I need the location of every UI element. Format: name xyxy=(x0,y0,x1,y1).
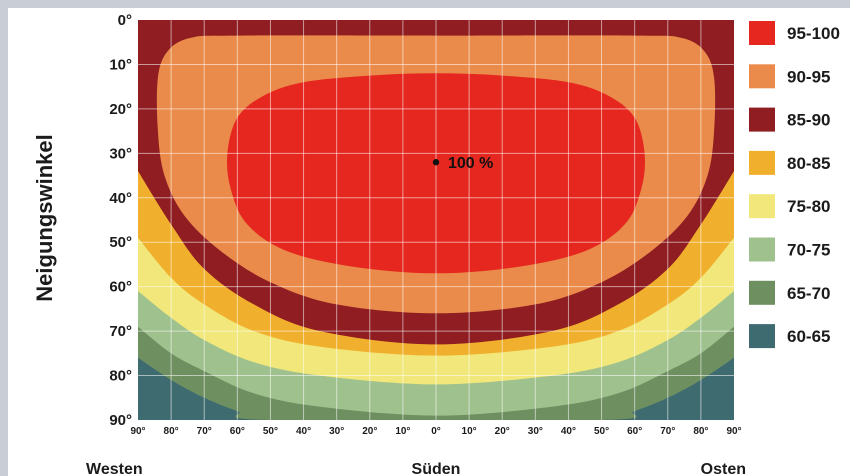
direction-labels: Westen Süden Osten xyxy=(86,461,746,476)
legend-label-90-95: 90-95 xyxy=(787,67,830,86)
chart-frame: 100 % 0° 10° 20° 30° 40° 50° 60° 70° 80° 90° 90° 8… xyxy=(8,8,850,476)
x-tick-label: 90° xyxy=(130,426,145,437)
y-tick-label: 30° xyxy=(109,145,132,162)
x-tick-label: 60° xyxy=(230,426,245,437)
y-tick-label: 10° xyxy=(109,56,132,73)
legend-label-80-85: 80-85 xyxy=(787,154,830,173)
legend-label-75-80: 75-80 xyxy=(787,197,830,216)
legend-swatch-60-65 xyxy=(749,324,775,349)
direction-label-osten: Osten xyxy=(701,461,746,476)
x-tick-label: 10° xyxy=(395,426,410,437)
peak-annotation-label: 100 % xyxy=(448,155,493,172)
x-tick-label: 70° xyxy=(197,426,212,437)
legend-swatch-75-80 xyxy=(749,194,775,219)
x-tick-label: 30° xyxy=(528,426,543,437)
annotation-group: 100 % xyxy=(432,155,493,172)
y-tick-label: 80° xyxy=(109,368,132,385)
legend-swatch-80-85 xyxy=(749,150,775,175)
x-tick-label: 90° xyxy=(726,426,741,437)
y-tick-label: 0° xyxy=(118,12,132,29)
legend-label-60-65: 60-65 xyxy=(787,327,830,346)
legend-label-95-100: 95-100 xyxy=(787,24,840,43)
peak-marker xyxy=(432,159,440,166)
y-axis-ticks: 0° 10° 20° 30° 40° 50° 60° 70° 80° 90° xyxy=(109,12,132,429)
y-tick-label: 60° xyxy=(109,279,132,296)
x-tick-label: 80° xyxy=(693,426,708,437)
x-tick-label: 60° xyxy=(627,426,642,437)
y-tick-label: 40° xyxy=(109,190,132,207)
grid xyxy=(138,20,734,420)
x-axis-ticks: 90° 80° 70° 60° 50° 40° 30° 20° 10° 0° 10° 20° 30° 40… xyxy=(130,426,741,437)
x-tick-label: 20° xyxy=(495,426,510,437)
y-tick-label: 90° xyxy=(109,412,132,429)
y-tick-label: 20° xyxy=(109,101,132,118)
x-tick-label: 20° xyxy=(362,426,377,437)
legend-label-65-70: 65-70 xyxy=(787,284,830,303)
x-tick-label: 0° xyxy=(431,426,441,437)
x-tick-label: 40° xyxy=(296,426,311,437)
legend-swatch-85-90 xyxy=(749,107,775,132)
x-tick-label: 70° xyxy=(660,426,675,437)
x-tick-label: 50° xyxy=(263,426,278,437)
legend-swatch-70-75 xyxy=(749,237,775,262)
x-tick-label: 40° xyxy=(561,426,576,437)
y-axis-title: Neigungswinkel xyxy=(32,134,57,301)
y-tick-label: 50° xyxy=(109,234,132,251)
y-tick-label: 70° xyxy=(109,323,132,340)
chart: 100 % 0° 10° 20° 30° 40° 50° 60° 70° 80° 90° 90° 8… xyxy=(32,12,840,476)
legend-swatch-95-100 xyxy=(749,21,775,45)
legend: 95-100 90-95 85-90 80-85 75-80 70-75 65-70 60-6… xyxy=(749,21,840,349)
legend-swatch-65-70 xyxy=(749,280,775,305)
direction-label-westen: Westen xyxy=(86,461,143,476)
legend-swatch-90-95 xyxy=(749,64,775,89)
x-tick-label: 10° xyxy=(462,426,477,437)
legend-label-70-75: 70-75 xyxy=(787,241,830,260)
direction-label-süden: Süden xyxy=(412,461,461,476)
x-tick-label: 30° xyxy=(329,426,344,437)
x-tick-label: 50° xyxy=(594,426,609,437)
x-tick-label: 80° xyxy=(164,426,179,437)
legend-label-85-90: 85-90 xyxy=(787,111,830,130)
